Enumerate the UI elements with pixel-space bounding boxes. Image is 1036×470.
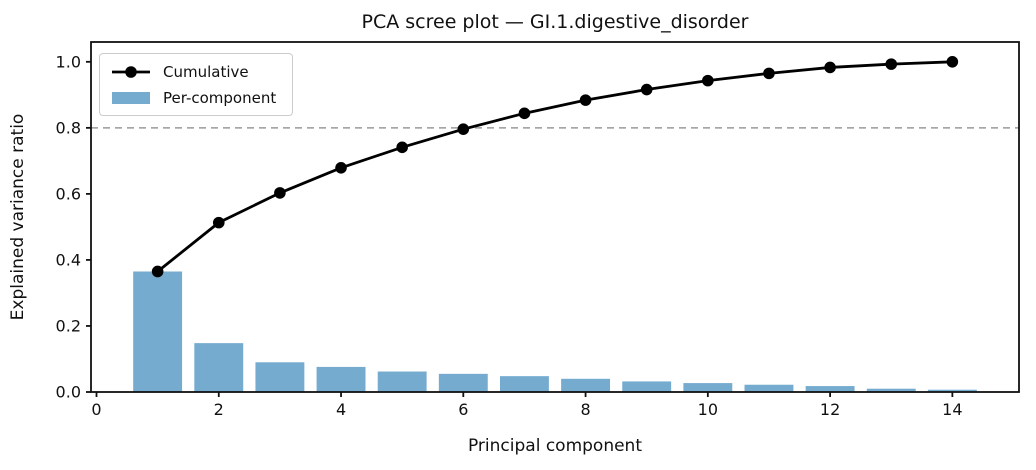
legend: Cumulative Per-component (99, 53, 294, 116)
x-tick-label: 12 (820, 400, 840, 419)
y-tick-label: 0.8 (56, 118, 81, 137)
cumulative-point-pc10 (702, 74, 714, 87)
y-tick-label: 0.4 (56, 250, 81, 269)
cumulative-point-pc1 (151, 265, 164, 278)
bar-pc3 (255, 362, 305, 392)
bar-pc2 (194, 343, 244, 392)
y-tick-label: 1.0 (56, 52, 81, 71)
bar-pc6 (438, 373, 488, 392)
bar-pc8 (561, 378, 611, 392)
cumulative-point-pc6 (457, 123, 470, 135)
legend-item-cumulative: Cumulative (111, 62, 276, 81)
x-tick-label: 0 (91, 400, 101, 419)
x-tick-label: 10 (698, 400, 718, 419)
legend-item-per-component: Per-component (111, 88, 276, 107)
x-tick-label: 4 (336, 400, 346, 419)
bar-pc9 (622, 381, 672, 392)
cumulative-point-pc12 (824, 61, 836, 74)
cumulative-point-pc9 (640, 83, 653, 96)
chart-title: PCA scree plot — GI.1.digestive_disorder (361, 11, 749, 33)
bar-pc10 (683, 383, 733, 392)
x-axis-label: Principal component (467, 436, 643, 456)
y-tick-label: 0.2 (56, 316, 81, 335)
bar-pc11 (744, 384, 794, 392)
cumulative-point-pc13 (885, 58, 898, 70)
cumulative-point-pc8 (579, 94, 592, 106)
cumulative-line-swatch-icon (112, 65, 150, 78)
x-tick-label: 6 (458, 400, 468, 419)
y-axis-label: Explained variance ratio (8, 113, 28, 321)
bar-pc14 (927, 389, 977, 392)
cumulative-point-pc2 (212, 216, 225, 229)
legend-label-cumulative: Cumulative (163, 62, 249, 81)
x-tick-label: 14 (942, 400, 962, 419)
bar-pc13 (866, 388, 916, 392)
cumulative-point-pc5 (396, 141, 408, 154)
legend-label-per-component: Per-component (163, 88, 277, 107)
cumulative-point-pc3 (274, 187, 286, 199)
plot-frame (90, 41, 1020, 393)
bar-pc7 (499, 376, 549, 392)
bar-pc4 (316, 366, 366, 392)
bar-pc1 (133, 271, 183, 392)
cumulative-point-pc7 (518, 107, 531, 120)
bar-pc5 (377, 371, 427, 392)
x-tick-label: 2 (214, 400, 224, 419)
cumulative-point-pc14 (946, 56, 959, 68)
y-tick-label: 0.0 (56, 383, 81, 402)
bar-pc12 (805, 386, 855, 392)
cumulative-point-pc4 (335, 162, 347, 174)
x-tick-label: 8 (580, 400, 590, 419)
y-tick-label: 0.6 (56, 184, 81, 203)
per-component-swatch-icon (112, 91, 150, 104)
cumulative-line (156, 60, 954, 273)
cumulative-point-pc11 (763, 67, 775, 80)
